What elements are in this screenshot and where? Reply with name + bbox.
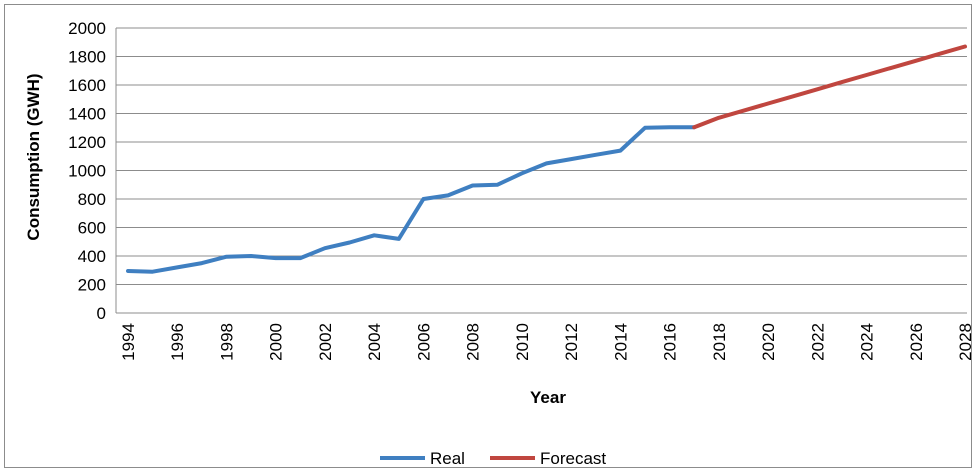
x-tick-label: 2026 [907, 323, 926, 361]
y-tick-label: 1600 [68, 76, 106, 95]
y-tick-label: 400 [78, 247, 106, 266]
y-tick-label: 0 [97, 304, 106, 323]
y-tick-label: 1400 [68, 105, 106, 124]
legend: Real Forecast [380, 449, 606, 468]
x-tick-label: 2012 [562, 323, 581, 361]
series-lines [126, 44, 967, 274]
series-line-real [126, 125, 697, 274]
y-tick-label: 1800 [68, 48, 106, 67]
series-line-forecast [692, 44, 967, 130]
x-tick-label: 2022 [808, 323, 827, 361]
y-tick-label: 800 [78, 190, 106, 209]
y-tick-labels: 0 200 400 600 800 1000 1200 1400 1600 1800 2000 [68, 19, 106, 323]
x-tick-label: 2018 [710, 323, 729, 361]
x-tick-label: 2008 [464, 323, 483, 361]
x-tick-labels: 1994 1996 1998 2000 2002 2004 2006 2008 2010 2012… [119, 323, 975, 361]
y-axis-title: Consumption (GWH) [24, 73, 43, 240]
x-tick-label: 2010 [513, 323, 532, 361]
y-tick-label: 2000 [68, 19, 106, 38]
x-tick-label: 2006 [414, 323, 433, 361]
x-tick-label: 1996 [168, 323, 187, 361]
x-axis-title: Year [530, 388, 566, 407]
x-tick-label: 2024 [858, 323, 877, 361]
y-tick-label: 1000 [68, 162, 106, 181]
x-tick-label: 2004 [365, 323, 384, 361]
legend-label-real: Real [430, 449, 465, 468]
x-tick-label: 2016 [661, 323, 680, 361]
chart-frame [4, 4, 972, 468]
legend-label-forecast: Forecast [540, 449, 606, 468]
x-tick-label: 2002 [316, 323, 335, 361]
x-tick-label: 2014 [611, 323, 630, 361]
y-tick-label: 200 [78, 276, 106, 295]
x-tick-label: 2000 [267, 323, 286, 361]
gridlines [115, 27, 967, 314]
x-tick-label: 2020 [759, 323, 778, 361]
x-tick-label: 1994 [119, 323, 138, 361]
y-tick-label: 1200 [68, 133, 106, 152]
y-tick-label: 600 [78, 219, 106, 238]
x-tick-label: 2028 [956, 323, 975, 361]
x-tick-label: 1998 [217, 323, 236, 361]
